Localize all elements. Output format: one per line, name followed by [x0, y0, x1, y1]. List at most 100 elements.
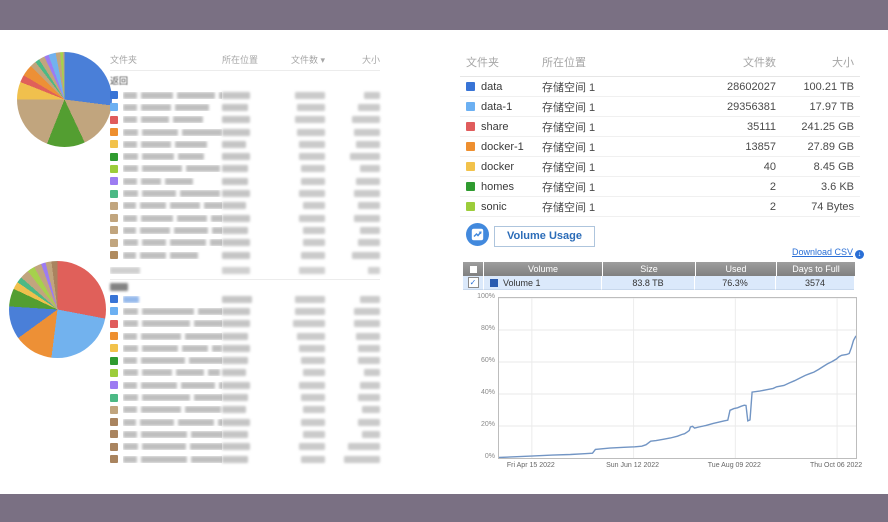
blurred-text	[358, 202, 380, 210]
blurred-folder-row[interactable]	[110, 453, 380, 465]
blurred-folder-row[interactable]	[110, 391, 380, 403]
folder-row[interactable]: share 存储空间 1 35111 241.25 GB	[460, 117, 860, 137]
blurred-filecount	[278, 418, 325, 426]
blurred-folder-row[interactable]	[110, 200, 380, 212]
blurred-text	[182, 128, 222, 136]
blurred-text	[170, 239, 206, 247]
blurred-location	[222, 214, 278, 222]
blurred-location	[222, 165, 278, 173]
blurred-filecount	[278, 202, 325, 210]
column-header-filecount-sorted[interactable]: 文件数 ▾	[290, 55, 325, 65]
blurred-folder-row[interactable]	[110, 175, 380, 187]
blurred-folder-row[interactable]	[110, 367, 380, 379]
blurred-size	[325, 202, 380, 210]
blurred-folder-row[interactable]	[110, 354, 380, 366]
blurred-text	[360, 226, 380, 234]
volume-table-row[interactable]: ✓ Volume 1 83.8 TB 76.3% 3574	[463, 276, 855, 290]
blurred-text	[301, 165, 325, 173]
blurred-text	[358, 394, 380, 402]
back-link[interactable]: 返回	[110, 76, 129, 86]
blurred-back-link[interactable]	[110, 283, 128, 291]
column-header-location[interactable]: 所在位置	[542, 57, 586, 69]
blurred-folder-row[interactable]	[110, 237, 380, 249]
blurred-text	[301, 357, 325, 365]
blurred-text	[123, 214, 137, 222]
blurred-folder-table-top: 文件夹 所在位置 文件数 ▾ 大小 返回	[110, 50, 380, 261]
blurred-filecount	[278, 103, 325, 111]
blurred-text	[173, 116, 203, 124]
content-area: 文件夹 所在位置 文件数 ▾ 大小 返回 文件夹 所在位置 文件数 大小 dat…	[0, 30, 888, 494]
blurred-folder-row[interactable]	[110, 138, 380, 150]
y-axis-tick-label: 40%	[480, 388, 495, 396]
column-header-folder[interactable]: 文件夹	[466, 57, 499, 69]
blurred-size	[325, 381, 380, 389]
blurred-size	[325, 455, 380, 463]
blurred-folder-row[interactable]	[110, 249, 380, 261]
blurred-folder-row[interactable]	[110, 305, 380, 317]
folder-location: 存储空间 1	[542, 101, 596, 114]
blurred-location	[222, 357, 278, 365]
blurred-filecount	[278, 153, 325, 161]
column-header-size[interactable]: Size	[603, 262, 696, 276]
y-axis-tick-label: 60%	[480, 356, 495, 364]
column-header-size[interactable]: 大小	[361, 55, 380, 65]
blurred-text	[299, 266, 325, 274]
blurred-folder-row[interactable]	[110, 212, 380, 224]
blurred-filecount	[278, 239, 325, 247]
folder-row[interactable]: homes 存储空间 1 2 3.6 KB	[460, 177, 860, 197]
column-header-filecount[interactable]: 文件数	[743, 57, 776, 69]
blurred-folder-name	[123, 295, 222, 303]
column-header-location[interactable]: 所在位置	[222, 55, 259, 65]
blurred-folder-row[interactable]	[110, 342, 380, 354]
blurred-folder-row[interactable]	[110, 330, 380, 342]
blurred-folder-row[interactable]	[110, 89, 380, 101]
blurred-folder-row[interactable]	[110, 404, 380, 416]
blurred-text	[142, 165, 182, 173]
folder-row[interactable]: docker 存储空间 1 40 8.45 GB	[460, 157, 860, 177]
blurred-text	[299, 190, 325, 198]
select-all-checkbox[interactable]	[463, 262, 484, 276]
column-header-size[interactable]: 大小	[832, 57, 854, 69]
column-header-volume[interactable]: Volume	[484, 262, 603, 276]
blurred-filecount	[278, 177, 325, 185]
blurred-folder-row[interactable]	[110, 150, 380, 162]
blurred-text	[142, 320, 190, 328]
volume-table: Volume Size Used Days to Full ✓ Volume 1…	[463, 262, 855, 290]
blurred-folder-row[interactable]	[110, 428, 380, 440]
blurred-text	[354, 214, 380, 222]
folder-color-square	[466, 82, 475, 91]
download-csv-link[interactable]: Download CSV ↓	[792, 247, 864, 259]
folder-color-square	[110, 214, 118, 223]
blurred-folder-row[interactable]	[110, 379, 380, 391]
blurred-folder-row[interactable]	[110, 224, 380, 236]
blurred-folder-row[interactable]	[110, 441, 380, 453]
blurred-folder-row[interactable]	[110, 101, 380, 113]
blurred-folder-row[interactable]	[110, 187, 380, 199]
column-header-used[interactable]: Used	[696, 262, 777, 276]
folder-row[interactable]: docker-1 存储空间 1 13857 27.89 GB	[460, 137, 860, 157]
blurred-folder-row[interactable]	[110, 126, 380, 138]
folder-row[interactable]: sonic 存储空间 1 2 74 Bytes	[460, 197, 860, 217]
blurred-text	[354, 320, 380, 328]
blurred-location	[222, 226, 278, 234]
folder-name-cell: data-1	[466, 101, 542, 113]
folder-size-pie-chart-bottom	[9, 261, 106, 358]
blurred-folder-row[interactable]	[110, 416, 380, 428]
column-header-folder[interactable]: 文件夹	[110, 55, 138, 65]
blurred-text	[189, 357, 222, 365]
column-header-days-to-full[interactable]: Days to Full	[777, 262, 855, 276]
blurred-size	[325, 357, 380, 365]
blurred-folder-row[interactable]	[110, 293, 380, 305]
blurred-text	[185, 406, 221, 414]
blurred-folder-row[interactable]	[110, 318, 380, 330]
x-axis-tick-label: Tue Aug 09 2022	[707, 462, 761, 469]
blurred-folder-row[interactable]	[110, 163, 380, 175]
checkbox-unchecked-icon	[469, 265, 477, 273]
folder-row[interactable]: data-1 存储空间 1 29356381 17.97 TB	[460, 97, 860, 117]
blurred-size	[325, 251, 380, 259]
blurred-text	[303, 406, 325, 414]
blurred-folder-row[interactable]	[110, 114, 380, 126]
checkbox-checked-icon[interactable]: ✓	[467, 277, 479, 288]
blurred-location	[222, 116, 278, 124]
folder-row[interactable]: data 存储空间 1 28602027 100.21 TB	[460, 77, 860, 97]
